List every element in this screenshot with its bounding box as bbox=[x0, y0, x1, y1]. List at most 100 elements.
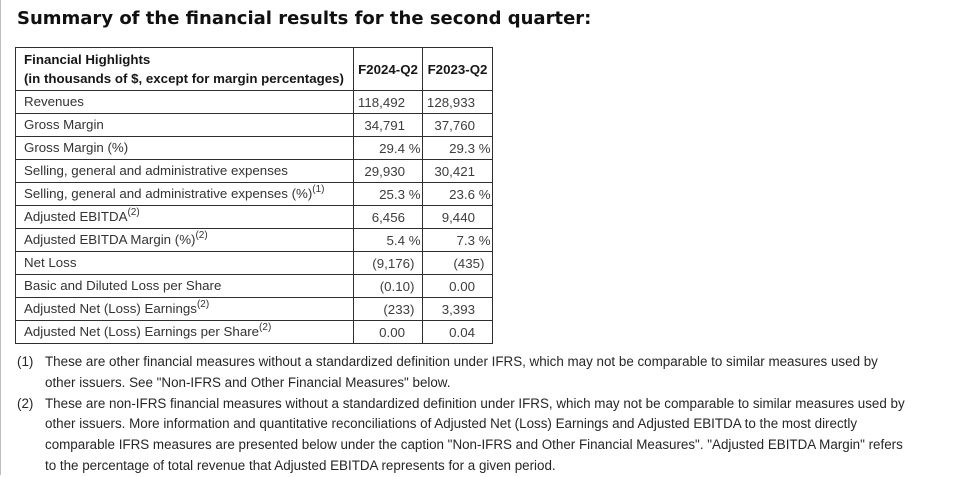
row-label-cell: Net Loss bbox=[15, 251, 354, 275]
value-cell-f2023-q2: 29.3 % bbox=[422, 136, 493, 160]
value-cell-f2023-q2: 9,440 bbox=[422, 205, 493, 229]
value-cell-f2024-q2: 25.3 % bbox=[353, 182, 423, 206]
cell-value: 34,791 bbox=[364, 117, 405, 133]
header-col-f2024-q2: F2024-Q2 bbox=[353, 47, 423, 91]
row-label-cell: Adjusted Net (Loss) Earnings(2) bbox=[15, 297, 354, 321]
value-cell-f2024-q2: 29,930 bbox=[353, 159, 423, 183]
value-cell-f2024-q2: 0.00 bbox=[353, 320, 423, 344]
table-row: Gross Margin (%) 29.4 % 29.3 % bbox=[15, 136, 493, 160]
footnote-reference: (2) bbox=[195, 229, 208, 241]
cell-value-suffix: ) bbox=[410, 301, 415, 317]
value-cell-f2024-q2: (9,176) bbox=[353, 251, 423, 275]
cell-value-suffix: ) bbox=[410, 278, 415, 294]
cell-value: 7.3 bbox=[456, 232, 476, 248]
value-cell-f2023-q2: 0.04 bbox=[422, 320, 493, 344]
row-label-cell: Selling, general and administrative expe… bbox=[15, 159, 354, 183]
cell-value: 29.3 bbox=[449, 140, 475, 156]
footnote-marker: (2) bbox=[17, 395, 34, 411]
footnote-reference: (1) bbox=[312, 183, 325, 195]
footnote-item: (1) These are other financial measures wi… bbox=[17, 352, 912, 394]
cell-value: 0.00 bbox=[379, 324, 405, 340]
cell-value: 37,760 bbox=[434, 117, 475, 133]
cell-value: (435 bbox=[453, 255, 480, 271]
value-cell-f2024-q2: 6,456 bbox=[353, 205, 423, 229]
table-row: Adjusted Net (Loss) Earnings per Share(2… bbox=[15, 320, 493, 344]
value-cell-f2024-q2: (0.10) bbox=[353, 274, 423, 298]
value-cell-f2023-q2: (435) bbox=[422, 251, 493, 275]
cell-value: 128,933 bbox=[426, 94, 475, 110]
footnote-marker: (1) bbox=[17, 354, 34, 369]
cell-value-suffix: ) bbox=[410, 255, 415, 271]
cell-value: 29.4 bbox=[379, 140, 405, 156]
table-header-row: Financial Highlights (in thousands of $,… bbox=[15, 47, 493, 91]
cell-value: 5.4 bbox=[386, 232, 406, 248]
table-row: Adjusted EBITDA Margin (%)(2) 5.4 % 7.3 % bbox=[15, 228, 493, 252]
footnote-text: These are non-IFRS financial measures wi… bbox=[45, 395, 905, 473]
cell-value: 0.00 bbox=[449, 278, 475, 294]
table-row: Adjusted EBITDA(2) 6,456 9,440 bbox=[15, 205, 493, 229]
cell-value: (233 bbox=[383, 301, 410, 317]
value-cell-f2024-q2: 29.4 % bbox=[353, 136, 423, 160]
cell-value-suffix: ) bbox=[480, 255, 485, 271]
table-row: Selling, general and administrative expe… bbox=[15, 182, 493, 206]
row-label-cell: Revenues bbox=[15, 90, 354, 114]
cell-value-suffix: % bbox=[475, 186, 491, 202]
footnote-text: These are other financial measures witho… bbox=[45, 354, 878, 390]
cell-value: 23.6 bbox=[449, 186, 475, 202]
value-cell-f2023-q2: 37,760 bbox=[422, 113, 493, 137]
footnote-reference: (2) bbox=[127, 206, 140, 218]
row-label-cell: Basic and Diluted Loss per Share bbox=[15, 274, 354, 298]
header-col-f2023-q2: F2023-Q2 bbox=[422, 47, 493, 91]
page-title: Summary of the financial results for the… bbox=[17, 8, 592, 29]
row-label-cell: Adjusted Net (Loss) Earnings per Share(2… bbox=[15, 320, 354, 344]
cell-value: 0.04 bbox=[449, 324, 475, 340]
table-row: Selling, general and administrative expe… bbox=[15, 159, 493, 183]
table-body: Revenues 118,492 128,933 Gross Margin 34,791… bbox=[15, 90, 493, 344]
financial-highlights-table: Financial Highlights (in thousands of $,… bbox=[15, 47, 493, 344]
cell-value-suffix: % bbox=[405, 232, 421, 248]
cell-value: 25.3 bbox=[379, 186, 405, 202]
value-cell-f2023-q2: 0.00 bbox=[422, 274, 493, 298]
table-row: Basic and Diluted Loss per Share (0.10) 0.… bbox=[15, 274, 493, 298]
table-row: Adjusted Net (Loss) Earnings(2) (233) 3,39… bbox=[15, 297, 493, 321]
table-row: Gross Margin 34,791 37,760 bbox=[15, 113, 493, 137]
cell-value: 30,421 bbox=[434, 163, 475, 179]
value-cell-f2023-q2: 30,421 bbox=[422, 159, 493, 183]
cell-value-suffix: % bbox=[475, 232, 491, 248]
cell-value: 6,456 bbox=[371, 209, 405, 225]
cell-value: (9,176 bbox=[372, 255, 410, 271]
footnotes: (1) These are other financial measures wi… bbox=[17, 352, 912, 477]
row-label-cell: Gross Margin (%) bbox=[15, 136, 354, 160]
footnote-reference: (2) bbox=[196, 298, 210, 310]
value-cell-f2024-q2: 34,791 bbox=[353, 113, 423, 137]
cell-value: 118,492 bbox=[357, 94, 405, 110]
value-cell-f2024-q2: 5.4 % bbox=[353, 228, 423, 252]
table-row: Revenues 118,492 128,933 bbox=[15, 90, 493, 114]
table-header: Financial Highlights (in thousands of $,… bbox=[15, 47, 493, 91]
cell-value-suffix: % bbox=[405, 140, 421, 156]
footnote-item: (2) These are non-IFRS financial measures… bbox=[17, 394, 912, 477]
cell-value: (0.10 bbox=[379, 278, 410, 294]
row-label-cell: Selling, general and administrative expe… bbox=[15, 182, 354, 206]
header-financial-highlights: Financial Highlights (in thousands of $,… bbox=[15, 47, 354, 91]
value-cell-f2024-q2: (233) bbox=[353, 297, 423, 321]
row-label-cell: Adjusted EBITDA Margin (%)(2) bbox=[15, 228, 354, 252]
table-row: Net Loss (9,176) (435) bbox=[15, 251, 493, 275]
cell-value-suffix: % bbox=[405, 186, 421, 202]
footnote-reference: (2) bbox=[259, 321, 272, 333]
cell-value-suffix: % bbox=[475, 140, 491, 156]
cell-value: 9,440 bbox=[441, 209, 475, 225]
header-label-line1: Financial Highlights bbox=[24, 52, 151, 67]
value-cell-f2024-q2: 118,492 bbox=[353, 90, 423, 114]
cell-value: 29,930 bbox=[364, 163, 405, 179]
value-cell-f2023-q2: 3,393 bbox=[422, 297, 493, 321]
row-label-cell: Adjusted EBITDA(2) bbox=[15, 205, 354, 229]
value-cell-f2023-q2: 7.3 % bbox=[422, 228, 493, 252]
value-cell-f2023-q2: 23.6 % bbox=[422, 182, 493, 206]
cell-value: 3,393 bbox=[441, 301, 475, 317]
header-label-line2: (in thousands of $, except for margin pe… bbox=[24, 71, 344, 86]
row-label-cell: Gross Margin bbox=[15, 113, 354, 137]
value-cell-f2023-q2: 128,933 bbox=[422, 90, 493, 114]
